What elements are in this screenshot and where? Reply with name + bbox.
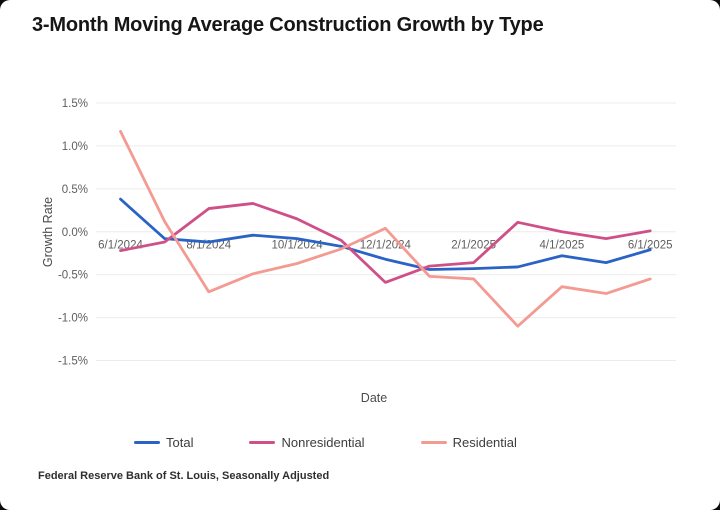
- grid-layer: [96, 102, 676, 361]
- chart-title: 3-Month Moving Average Construction Grow…: [32, 14, 544, 36]
- series-line-nonresidential: [119, 202, 652, 284]
- y-tick-label: 1.5%: [62, 98, 88, 110]
- source-note: Federal Reserve Bank of St. Louis, Seaso…: [38, 470, 330, 482]
- legend-item-total[interactable]: Total: [134, 435, 193, 450]
- series-layer: [119, 129, 652, 328]
- x-axis-title: Date: [361, 391, 387, 405]
- y-tick-label: 1.0%: [62, 141, 88, 153]
- y-tick-label: 0.5%: [62, 184, 88, 196]
- y-tick-label: 0.0%: [62, 227, 88, 239]
- legend-item-nonresidential[interactable]: Nonresidential: [249, 435, 365, 450]
- legend: Total Nonresidential Residential: [134, 435, 517, 450]
- tick-layer: 1.5%1.0%0.5%0.0%-0.5%-1.0%-1.5%6/1/2024 8…: [58, 98, 673, 368]
- y-tick-label: -1.0%: [58, 313, 88, 325]
- y-tick-label: -1.5%: [58, 356, 88, 368]
- legend-swatch-nonresidential: [249, 441, 276, 444]
- legend-label: Total: [166, 435, 194, 450]
- legend-swatch-total: [134, 441, 160, 444]
- x-tick-label: 10/1/2024: [271, 240, 323, 252]
- legend-swatch-residential: [420, 441, 447, 444]
- legend-label: Residential: [452, 435, 517, 450]
- legend-item-residential[interactable]: Residential: [420, 435, 517, 450]
- x-tick-label: 2/1/2025: [451, 240, 496, 252]
- series-line-total: [119, 197, 652, 271]
- y-tick-label: -0.5%: [58, 270, 88, 282]
- series-line-residential: [119, 129, 652, 328]
- y-axis-title: Growth Rate: [41, 197, 55, 267]
- legend-label: Nonresidential: [281, 435, 365, 450]
- x-tick-label: 6/1/2025: [628, 240, 673, 252]
- x-tick-label: 4/1/2025: [540, 240, 585, 252]
